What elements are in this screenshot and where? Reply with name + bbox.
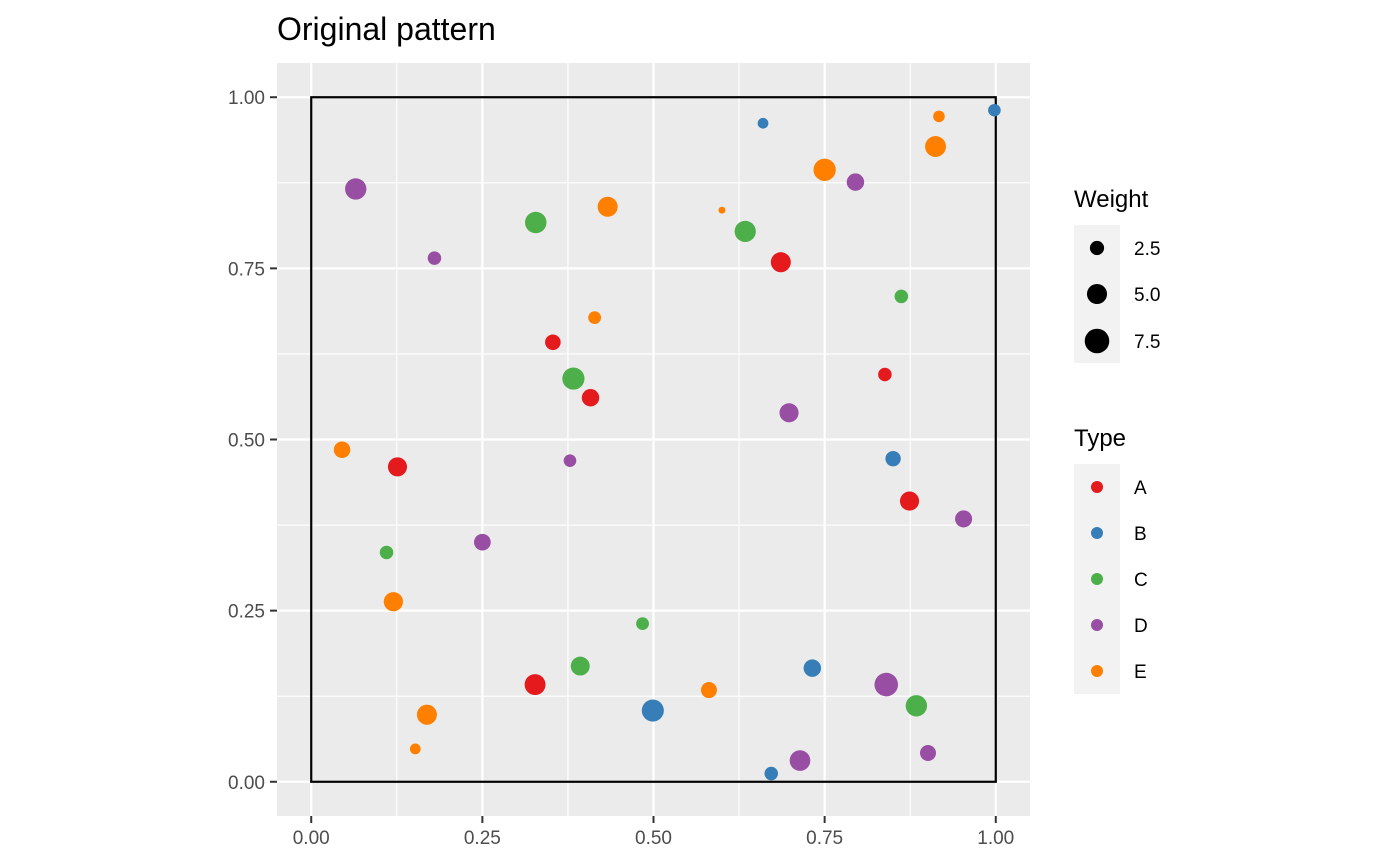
type-legend-key-c xyxy=(1091,573,1103,585)
chart-title: Original pattern xyxy=(277,11,496,47)
weight-legend-label: 5.0 xyxy=(1134,285,1160,306)
point-type-d xyxy=(846,173,865,191)
type-legend-label: B xyxy=(1134,524,1147,545)
type-legend-items: A B C D E xyxy=(1091,478,1148,683)
point-type-d xyxy=(473,533,491,551)
point-type-c xyxy=(562,367,585,390)
point-type-b xyxy=(988,103,1001,117)
type-legend-title: Type xyxy=(1074,425,1126,452)
point-type-e xyxy=(925,136,946,157)
point-type-a xyxy=(581,389,600,407)
point-type-c xyxy=(570,656,590,676)
type-legend-key-a xyxy=(1091,481,1103,493)
point-type-e xyxy=(700,682,717,699)
point-type-a xyxy=(899,491,920,511)
point-type-e xyxy=(718,206,726,214)
points-layer xyxy=(333,103,1001,781)
type-legend-label: C xyxy=(1134,570,1148,591)
point-type-d xyxy=(789,750,811,771)
point-type-c xyxy=(734,220,756,243)
y-tick-label: 0.25 xyxy=(228,602,265,623)
point-type-a xyxy=(770,252,791,273)
point-type-d xyxy=(874,672,899,697)
type-legend-key-b xyxy=(1091,527,1103,539)
weight-legend-key xyxy=(1086,283,1108,305)
point-type-c xyxy=(894,289,909,304)
point-type-a xyxy=(545,334,561,351)
type-legend-label: A xyxy=(1134,478,1147,499)
point-type-c xyxy=(525,211,547,234)
weight-legend-label: 7.5 xyxy=(1134,332,1160,353)
point-type-e xyxy=(333,441,351,459)
point-type-e xyxy=(597,196,618,217)
point-type-e xyxy=(409,743,421,755)
x-tick-label: 0.50 xyxy=(635,828,672,849)
point-type-d xyxy=(563,454,577,468)
point-type-c xyxy=(636,617,649,631)
x-tick-label: 0.25 xyxy=(464,828,501,849)
point-type-e xyxy=(416,704,437,725)
point-type-e xyxy=(933,110,945,123)
point-type-b xyxy=(757,117,769,129)
point-type-e xyxy=(813,158,836,181)
point-type-d xyxy=(779,403,799,423)
type-legend-key-d xyxy=(1091,619,1103,631)
point-type-b xyxy=(885,450,901,467)
x-tick-label: 0.75 xyxy=(806,828,843,849)
weight-legend-key xyxy=(1084,328,1110,354)
x-axis: 0.00 0.25 0.50 0.75 1.00 xyxy=(293,816,1014,849)
weight-legend-items: 2.5 5.0 7.5 xyxy=(1084,239,1160,354)
x-tick-label: 1.00 xyxy=(977,828,1014,849)
y-tick-label: 0.00 xyxy=(228,773,265,794)
point-type-e xyxy=(588,311,602,325)
type-legend-label: D xyxy=(1134,616,1148,637)
point-type-d xyxy=(345,178,367,200)
point-type-d xyxy=(920,745,936,762)
weight-legend-title: Weight xyxy=(1074,186,1149,213)
point-type-e xyxy=(383,592,404,612)
point-type-b xyxy=(803,659,822,677)
type-legend-key-e xyxy=(1091,665,1103,677)
weight-legend-label: 2.5 xyxy=(1134,239,1160,260)
point-type-a xyxy=(387,457,408,477)
type-legend: Type A B C D E xyxy=(1074,425,1148,694)
point-type-a xyxy=(878,367,892,382)
y-tick-label: 0.75 xyxy=(228,259,265,280)
type-legend-label: E xyxy=(1134,662,1147,683)
y-tick-label: 1.00 xyxy=(228,88,265,109)
weight-legend-key xyxy=(1089,240,1105,256)
point-type-b xyxy=(764,766,778,781)
point-type-d xyxy=(427,251,442,265)
point-type-c xyxy=(379,545,394,560)
point-type-a xyxy=(524,674,546,696)
weight-legend: Weight 2.5 5.0 7.5 xyxy=(1074,186,1160,363)
x-tick-label: 0.00 xyxy=(293,828,330,849)
observation-window xyxy=(310,96,997,783)
point-type-b xyxy=(641,699,664,722)
y-axis: 0.00 0.25 0.50 0.75 1.00 xyxy=(228,88,277,794)
y-tick-label: 0.50 xyxy=(228,431,265,452)
point-type-d xyxy=(955,510,973,528)
point-type-c xyxy=(905,695,928,717)
